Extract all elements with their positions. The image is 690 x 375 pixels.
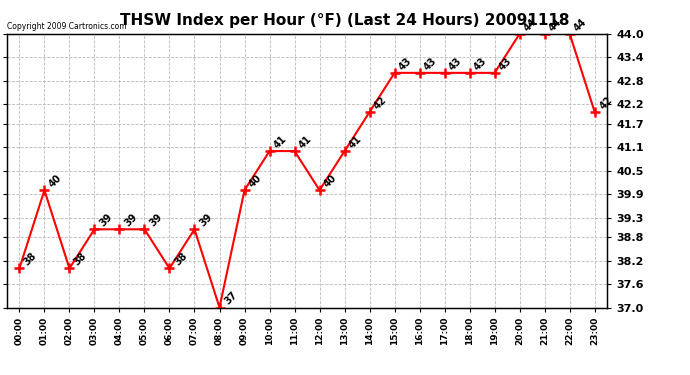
Text: 43: 43 (397, 56, 414, 72)
Text: THSW Index per Hour (°F) (Last 24 Hours) 20091118: THSW Index per Hour (°F) (Last 24 Hours)… (120, 13, 570, 28)
Text: 37: 37 (222, 290, 239, 307)
Text: 39: 39 (97, 212, 114, 228)
Text: 39: 39 (122, 212, 139, 228)
Text: 38: 38 (172, 251, 189, 268)
Text: 44: 44 (547, 16, 564, 33)
Text: 44: 44 (522, 16, 539, 33)
Text: 43: 43 (422, 56, 439, 72)
Text: 40: 40 (47, 173, 63, 189)
Text: 41: 41 (347, 134, 364, 150)
Text: 39: 39 (197, 212, 214, 228)
Text: 43: 43 (473, 56, 489, 72)
Text: 39: 39 (147, 212, 164, 228)
Text: 44: 44 (573, 16, 589, 33)
Text: 40: 40 (247, 173, 264, 189)
Text: 43: 43 (447, 56, 464, 72)
Text: 42: 42 (373, 94, 389, 111)
Text: 38: 38 (22, 251, 39, 268)
Text: 38: 38 (72, 251, 89, 268)
Text: 41: 41 (273, 134, 289, 150)
Text: 40: 40 (322, 173, 339, 189)
Text: 42: 42 (598, 94, 614, 111)
Text: 41: 41 (297, 134, 314, 150)
Text: Copyright 2009 Cartronics.com: Copyright 2009 Cartronics.com (7, 22, 126, 31)
Text: 43: 43 (497, 56, 514, 72)
